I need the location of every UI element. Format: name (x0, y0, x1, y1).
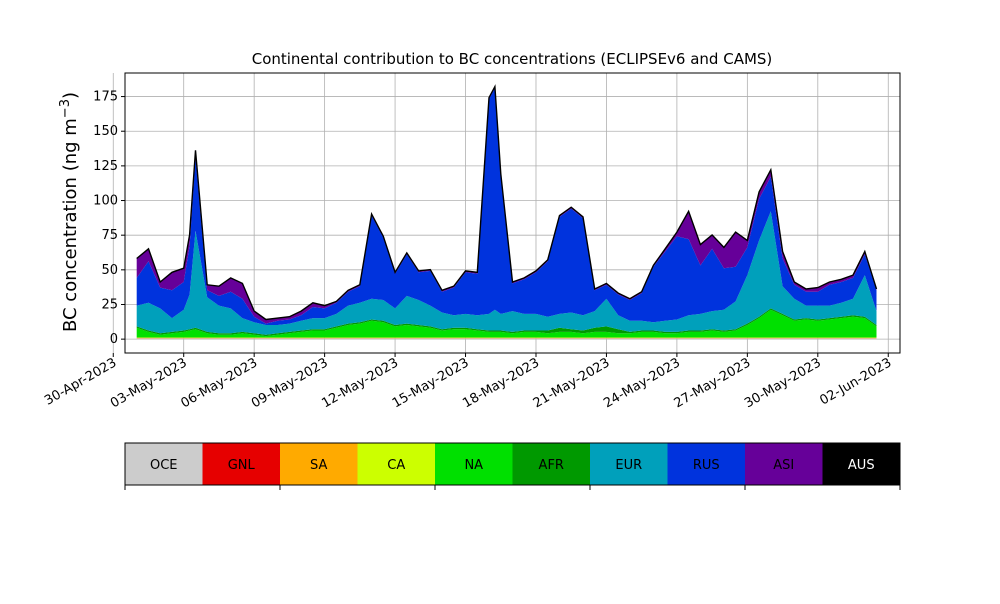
chart-title: Continental contribution to BC concentra… (252, 50, 773, 68)
area-oce (137, 338, 877, 339)
x-tick-label: 02-Jun-2023 (817, 355, 894, 408)
y-axis-label-main: BC concentration (ng m (60, 118, 81, 332)
y-axis-label: BC concentration (ng m−3) (58, 92, 81, 332)
y-tick-label: 50 (101, 263, 118, 278)
x-tick-label: 24-May-2023 (601, 355, 683, 411)
legend-label-sa: SA (310, 458, 327, 473)
y-tick-label: 0 (110, 332, 118, 347)
x-tick-label: 09-May-2023 (249, 355, 331, 411)
y-tick-label: 75 (101, 228, 118, 243)
y-tick-label: 175 (93, 90, 118, 105)
x-tick-label: 06-May-2023 (178, 355, 260, 411)
x-tick-label: 21-May-2023 (531, 355, 613, 411)
x-tick-label: 18-May-2023 (460, 355, 542, 411)
legend-label-aus: AUS (848, 458, 875, 473)
legend-label-eur: EUR (615, 458, 642, 473)
y-tick-label: 25 (101, 297, 118, 312)
y-tick-label: 150 (93, 124, 118, 139)
legend-label-oce: OCE (150, 458, 178, 473)
x-tick-label: 12-May-2023 (319, 355, 401, 411)
legend-label-ca: CA (387, 458, 405, 473)
area-series (137, 87, 877, 340)
legend-label-afr: AFR (539, 458, 564, 473)
legend-label-na: NA (464, 458, 483, 473)
legend-label-rus: RUS (693, 458, 720, 473)
x-tick-label: 15-May-2023 (390, 355, 472, 411)
y-axis-label-superscript: −3 (58, 99, 73, 118)
legend-colorbar: OCE GNL SA CA NA AFR EUR RUS ASI AUS (125, 443, 901, 490)
y-axis-label-close: ) (60, 92, 81, 99)
x-tick-label: 30-Apr-2023 (42, 355, 119, 408)
y-tick-label: 125 (93, 159, 118, 174)
x-tick-label: 27-May-2023 (672, 355, 754, 411)
legend-label-gnl: GNL (228, 458, 256, 473)
x-tick-label: 03-May-2023 (108, 355, 190, 411)
x-tick-label: 30-May-2023 (742, 355, 824, 411)
y-tick-label: 100 (93, 194, 118, 209)
legend-label-asi: ASI (773, 458, 794, 473)
